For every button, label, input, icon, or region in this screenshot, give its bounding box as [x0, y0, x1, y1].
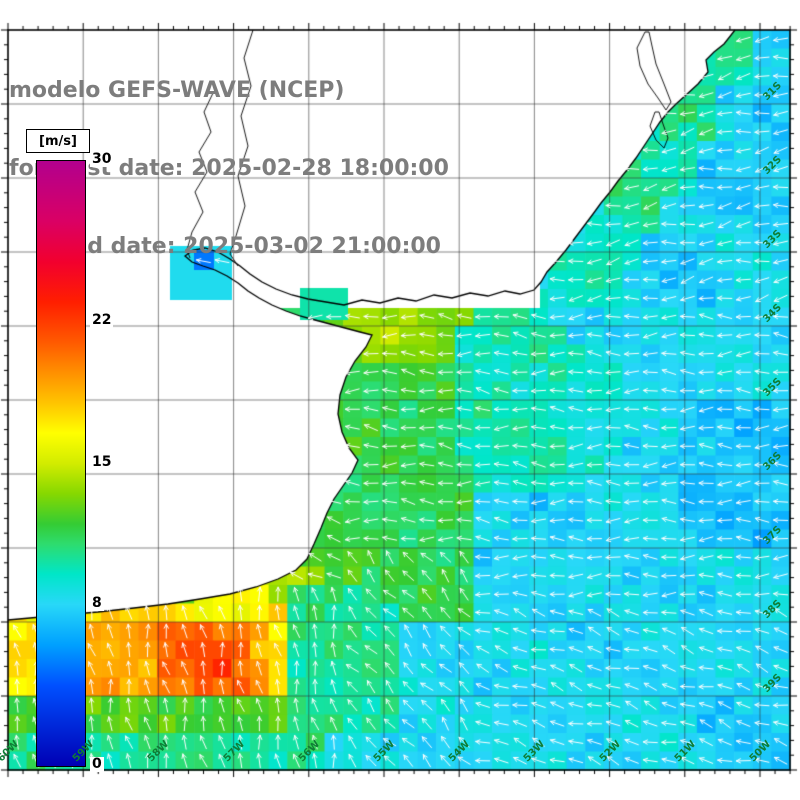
- model-title: modelo GEFS-WAVE (NCEP): [9, 78, 345, 103]
- colorbar-tick-label: 15: [90, 453, 114, 470]
- colorbar-tick-label: 30: [90, 151, 114, 167]
- colorbar-tick-label: 0: [90, 756, 104, 772]
- colorbar: [36, 160, 86, 767]
- colorbar-tick-label: 8: [90, 594, 104, 611]
- colorbar-tick-label: 22: [90, 312, 114, 329]
- colorbar-unit-label: [m/s]: [26, 129, 90, 153]
